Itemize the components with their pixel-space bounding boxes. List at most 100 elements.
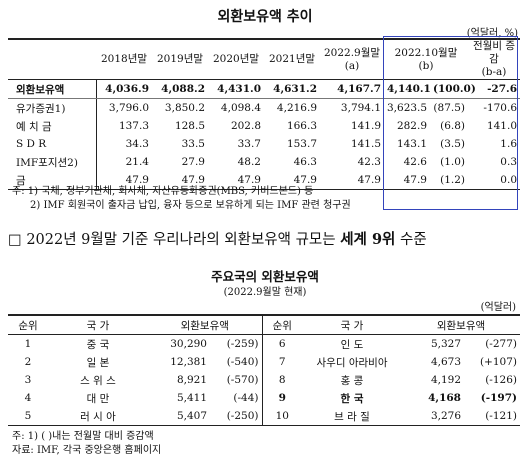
- cell: 3,850.2: [164, 102, 205, 114]
- header-cell: 2020년말: [208, 39, 264, 80]
- row-label: IMF포지션2): [8, 153, 97, 171]
- cell: 3,623.5: [387, 102, 428, 114]
- cell: 한 국: [340, 392, 364, 405]
- cell: (+107): [479, 356, 517, 368]
- cell: 4,098.4: [220, 102, 261, 114]
- headline-text: 2022년 9월말 기준 우리나라의 외환보유액 규모는: [26, 232, 336, 248]
- header-cell: 외환보유액: [148, 315, 262, 335]
- cell: 3: [24, 374, 32, 386]
- cell: 166.3: [286, 120, 317, 132]
- note: 자료: IMF, 각국 중앙은행 홈페이지: [12, 445, 162, 456]
- cell: 153.7: [286, 138, 317, 150]
- cell: 10: [261, 407, 302, 426]
- cell: 일 본: [86, 356, 110, 369]
- cell: 대 만: [86, 392, 110, 405]
- cell: -27.6: [468, 79, 520, 99]
- cell: 47.9: [403, 174, 427, 186]
- table-row: 5 러 시 아 5,407 (-250) 10 브 라 질 3,276 (-121): [8, 407, 520, 426]
- cell: 42.3: [357, 156, 381, 168]
- header-row: 순위 국 가 외환보유액 순위 국 가 외환보유액: [8, 315, 520, 335]
- table2-title: 주요국의 외환보유액: [211, 269, 319, 284]
- row-label: 예 치 금: [8, 117, 97, 135]
- table-row: 3 스 위 스 8,921 (-570) 8 홍 콩 4,192 (-126): [8, 371, 520, 389]
- cell: 33.5: [181, 138, 205, 150]
- table-row: 금 47.9 47.9 47.9 47.9 47.9 47.9 (1.2) 0.0: [8, 171, 520, 190]
- cell: 사우디 아라비아: [316, 356, 388, 369]
- cell: 42.6: [403, 156, 427, 168]
- header-cell: 국 가: [48, 315, 148, 335]
- cell: 30,290: [170, 338, 207, 350]
- header-row: 2018년말 2019년말 2020년말 2021년말 2022.9월말 (a) 2022…: [8, 39, 520, 80]
- cell: 6: [261, 334, 302, 353]
- cell: 46.3: [293, 156, 317, 168]
- cell: 143.1: [396, 138, 427, 150]
- cell: 8,921: [176, 374, 207, 386]
- cell: (-126): [485, 374, 517, 386]
- cell: 1.6: [500, 138, 517, 150]
- cell: (1.0): [440, 156, 465, 168]
- cell: 48.2: [237, 156, 261, 168]
- cell: 5,411: [176, 392, 207, 404]
- row-label: 유가증권1): [8, 98, 97, 117]
- cell: 1: [24, 338, 32, 350]
- header-cell: 2018년말: [96, 39, 152, 80]
- cell: 27.9: [181, 156, 205, 168]
- cell: -170.6: [483, 102, 517, 114]
- cell: (-540): [226, 356, 259, 368]
- cell: 4,088.2: [152, 79, 208, 99]
- header-cell: 2019년말: [152, 39, 208, 80]
- table-row: 4 대 만 5,411 (-44) 9 한 국 4,168 (-197): [8, 389, 520, 407]
- cell: 4,631.2: [264, 79, 320, 99]
- note: 주: 1) ( )내는 전월말 대비 증감액: [12, 431, 154, 442]
- cell: (87.5): [433, 102, 465, 114]
- cell: (1.2): [440, 174, 465, 186]
- cell: 47.9: [357, 174, 381, 186]
- cell: 128.5: [174, 120, 205, 132]
- cell: 4: [24, 392, 32, 404]
- header-cell: 국 가: [302, 315, 402, 335]
- header-cell: 순위: [261, 315, 302, 335]
- cell: 0.3: [500, 156, 517, 168]
- cell: 141.9: [350, 120, 381, 132]
- headline-text: 수준: [400, 232, 427, 248]
- table1-title: 외환보유액 추이: [217, 9, 313, 25]
- cell: 34.3: [125, 138, 149, 150]
- cell: (-259): [226, 338, 259, 350]
- table-body: 1 중 국 30,290 (-259) 6 인 도 5,327 (-277) 2 일 본 12,38…: [8, 334, 520, 426]
- cell: 5,327: [430, 338, 461, 350]
- cell: 3,796.0: [108, 102, 149, 114]
- cell: (-44): [233, 392, 259, 404]
- cell: 4,140.1: [384, 79, 431, 99]
- table-row: 2 일 본 12,381 (-540) 7 사우디 아라비아 4,673 (+107): [8, 353, 520, 371]
- table-row: S D R 34.3 33.5 33.7 153.7 141.5 143.1 (3.5) 1.6: [8, 135, 520, 153]
- table-row: 외환보유액 4,036.9 4,088.2 4,431.0 4,631.2 4,167.7…: [8, 79, 520, 99]
- table2-unit: (억달러): [480, 302, 516, 313]
- cell: 4,431.0: [208, 79, 264, 99]
- cell: (3.5): [440, 138, 465, 150]
- cell: 5: [24, 410, 32, 422]
- row-label: S D R: [8, 135, 97, 153]
- table-row: 1 중 국 30,290 (-259) 6 인 도 5,327 (-277): [8, 334, 520, 353]
- table-row: IMF포지션2) 21.4 27.9 48.2 46.3 42.3 42.6 (1.0) 0.3: [8, 153, 520, 171]
- headline-bold: 세계 9위: [340, 231, 396, 248]
- row-label: 금: [8, 171, 97, 190]
- cell: 47.9: [125, 174, 149, 186]
- note: 2) IMF 회원국이 출자금 납입, 융자 등으로 보유하게 되는 IMF 관…: [30, 200, 351, 211]
- cell: 12,381: [170, 356, 207, 368]
- cell: 4,036.9: [96, 79, 152, 99]
- note: 주: 1) 국채, 정부기관채, 회사채, 자산유동화증권(MBS, 커버드본드…: [12, 186, 314, 197]
- cell: 브 라 질: [334, 410, 370, 423]
- table-body: 외환보유액 4,036.9 4,088.2 4,431.0 4,631.2 4,167.7…: [8, 79, 520, 190]
- header-cell: [8, 39, 96, 80]
- row-label: 외환보유액: [8, 79, 97, 99]
- header-cell: 2021년말: [264, 39, 320, 80]
- cell: (-121): [485, 410, 517, 422]
- cell: 4,673: [430, 356, 461, 368]
- cell: 282.9: [396, 120, 427, 132]
- cell: 러 시 아: [80, 410, 116, 423]
- cell: (-250): [226, 410, 259, 422]
- header-cell: 외환보유액: [402, 315, 520, 335]
- header-cell: 순위: [8, 315, 48, 335]
